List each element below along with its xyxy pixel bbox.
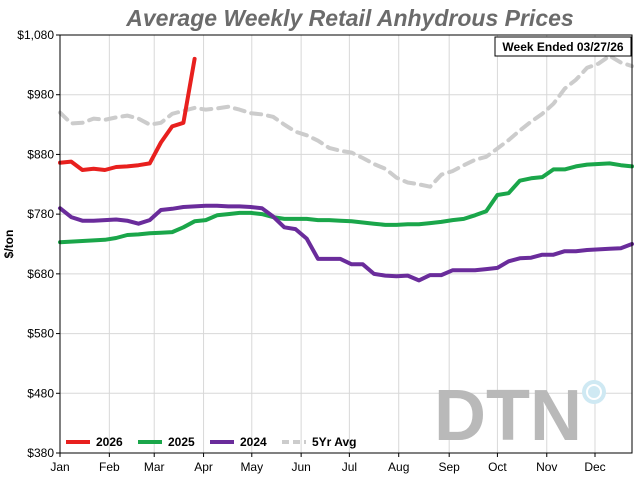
x-tick-label: Oct xyxy=(488,460,507,474)
legend-label-5yr-avg: 5Yr Avg xyxy=(312,435,356,449)
chart-title: Average Weekly Retail Anhydrous Prices xyxy=(125,5,573,31)
series-line-5yr-avg xyxy=(58,53,634,189)
x-tick-label: Dec xyxy=(584,460,605,474)
dtn-logo-dot-ring-icon xyxy=(586,384,602,400)
x-tick-label: Jan xyxy=(50,460,69,474)
legend-label-2025: 2025 xyxy=(168,435,195,449)
y-tick-label: $580 xyxy=(27,327,54,341)
dtn-logo-dot-icon xyxy=(582,380,606,404)
y-tick-label: $680 xyxy=(27,267,54,281)
series-layer xyxy=(58,53,634,283)
y-tick-label: $480 xyxy=(27,386,54,400)
x-tick-label: Aug xyxy=(388,460,409,474)
badge-text: Week Ended 03/27/26 xyxy=(502,40,624,54)
y-tick-label: $880 xyxy=(27,147,54,161)
y-axis-label: $/ton xyxy=(2,230,16,259)
legend-label-2026: 2026 xyxy=(96,435,123,449)
x-tick-label: Mar xyxy=(144,460,165,474)
series-line-2026 xyxy=(58,56,197,172)
plot-frame xyxy=(59,34,633,454)
y-axis: $380 $480 $580 $680 $780 $880 $980 $1,080 xyxy=(17,28,60,460)
x-tick-label: May xyxy=(240,460,263,474)
series-line-2024 xyxy=(58,203,634,283)
series-line-2025 xyxy=(58,161,634,245)
x-axis: Jan Feb Mar Apr May Jun Jul Aug Sep Oct Nov Dec xyxy=(50,453,606,474)
y-tick-label: $1,080 xyxy=(17,28,54,42)
badge-box xyxy=(494,36,632,57)
week-ended-badge: Week Ended 03/27/26 xyxy=(494,36,632,57)
y-tick-label: $780 xyxy=(27,207,54,221)
dtn-logo-text: DTN xyxy=(434,376,582,456)
x-tick-label: Nov xyxy=(536,460,557,474)
x-tick-label: Jun xyxy=(291,460,310,474)
x-tick-label: Sep xyxy=(439,460,461,474)
x-tick-label: Jul xyxy=(342,460,357,474)
x-tick-label: Feb xyxy=(99,460,120,474)
y-tick-label: $980 xyxy=(27,88,54,102)
y-tick-label: $380 xyxy=(27,446,54,460)
x-tick-label: Apr xyxy=(194,460,213,474)
dtn-logo: DTN xyxy=(434,376,606,456)
legend: 2026 2025 2024 5Yr Avg xyxy=(66,435,356,449)
legend-label-2024: 2024 xyxy=(240,435,267,449)
